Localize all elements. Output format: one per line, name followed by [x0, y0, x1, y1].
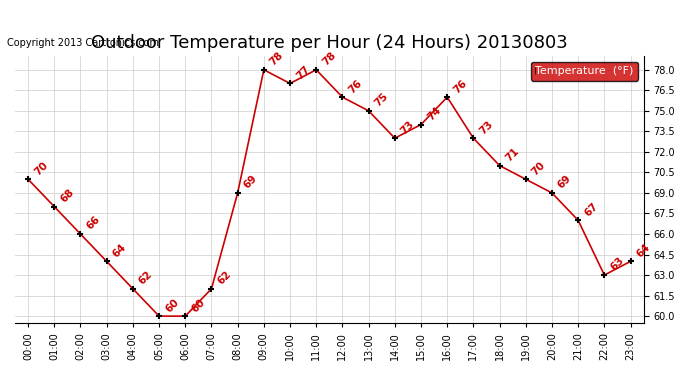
Text: 69: 69 [241, 174, 259, 191]
Text: 76: 76 [451, 78, 469, 95]
Text: 62: 62 [215, 269, 233, 286]
Text: 63: 63 [609, 256, 626, 273]
Text: 73: 73 [399, 118, 416, 136]
Title: Outdoor Temperature per Hour (24 Hours) 20130803: Outdoor Temperature per Hour (24 Hours) … [91, 34, 568, 52]
Text: 70: 70 [530, 160, 547, 177]
Text: 62: 62 [137, 269, 155, 286]
Text: 64: 64 [635, 242, 652, 259]
Text: 78: 78 [320, 50, 338, 68]
Text: 75: 75 [373, 91, 391, 109]
Text: 66: 66 [85, 214, 102, 232]
Text: 73: 73 [477, 118, 495, 136]
Text: 64: 64 [111, 242, 128, 259]
Text: 67: 67 [582, 201, 600, 218]
Text: 68: 68 [59, 187, 76, 204]
Text: 77: 77 [294, 64, 312, 81]
Text: 60: 60 [164, 297, 181, 314]
Text: 78: 78 [268, 50, 286, 68]
Legend: Temperature  (°F): Temperature (°F) [531, 62, 638, 81]
Text: 76: 76 [346, 78, 364, 95]
Text: 71: 71 [504, 146, 521, 164]
Text: 74: 74 [425, 105, 443, 122]
Text: 70: 70 [32, 160, 50, 177]
Text: Copyright 2013 Cartronics.com: Copyright 2013 Cartronics.com [7, 38, 159, 48]
Text: 60: 60 [190, 297, 207, 314]
Text: 69: 69 [556, 174, 573, 191]
